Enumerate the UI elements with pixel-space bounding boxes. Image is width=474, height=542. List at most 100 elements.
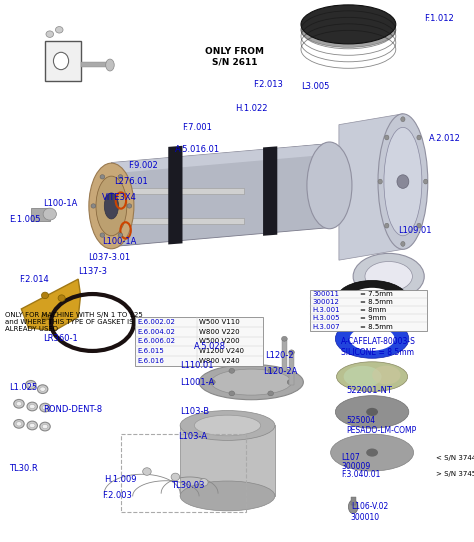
Text: L100-1A: L100-1A — [43, 199, 77, 208]
Text: E.6.016: E.6.016 — [137, 358, 164, 364]
Ellipse shape — [336, 281, 409, 321]
Ellipse shape — [40, 403, 50, 412]
Ellipse shape — [42, 424, 48, 429]
Ellipse shape — [16, 422, 22, 426]
Ellipse shape — [180, 481, 275, 511]
Text: 525004
PESADO-LM-COMP: 525004 PESADO-LM-COMP — [346, 416, 416, 435]
Ellipse shape — [194, 415, 261, 436]
Text: H.1.009: H.1.009 — [104, 475, 137, 484]
Text: L103-B: L103-B — [180, 408, 209, 416]
Text: TL30.03: TL30.03 — [171, 481, 204, 489]
Ellipse shape — [180, 411, 275, 440]
Text: F.2.013: F.2.013 — [254, 80, 283, 88]
Polygon shape — [111, 144, 329, 247]
Ellipse shape — [211, 369, 292, 395]
Ellipse shape — [42, 405, 48, 410]
Text: L1.025: L1.025 — [9, 383, 38, 392]
Ellipse shape — [171, 473, 180, 481]
Ellipse shape — [289, 350, 294, 355]
Text: F.2.003: F.2.003 — [102, 492, 132, 500]
Text: E.1.005: E.1.005 — [9, 215, 41, 224]
Ellipse shape — [282, 336, 287, 341]
Ellipse shape — [143, 468, 151, 475]
Ellipse shape — [385, 135, 389, 140]
Polygon shape — [21, 279, 81, 331]
Ellipse shape — [27, 402, 37, 411]
Text: L3.005: L3.005 — [301, 82, 329, 91]
Text: F.1.012: F.1.012 — [424, 15, 454, 23]
Ellipse shape — [37, 385, 48, 393]
Text: W1200 V240: W1200 V240 — [199, 348, 244, 354]
Text: F.3.040.01: F.3.040.01 — [341, 470, 381, 479]
Ellipse shape — [46, 31, 54, 37]
Polygon shape — [263, 146, 277, 236]
Polygon shape — [339, 114, 403, 260]
Ellipse shape — [40, 422, 50, 431]
Text: F.2.014: F.2.014 — [19, 275, 49, 283]
Text: L110.01: L110.01 — [180, 362, 214, 370]
Ellipse shape — [378, 179, 382, 184]
Text: ONLY FOR MACHINE WITH S/N 1 TO 125
and WHERE THIS TYPE OF GASKET IS
ALREADY USED: ONLY FOR MACHINE WITH S/N 1 TO 125 and W… — [5, 313, 143, 332]
Ellipse shape — [14, 399, 24, 408]
Ellipse shape — [100, 175, 105, 179]
Text: W800 V220: W800 V220 — [199, 328, 240, 335]
Ellipse shape — [417, 135, 421, 140]
Text: ONLY FROM
S/N 2611: ONLY FROM S/N 2611 — [205, 47, 264, 67]
Text: H.3.007: H.3.007 — [313, 324, 340, 330]
Ellipse shape — [100, 233, 105, 237]
Text: VITE3X4: VITE3X4 — [102, 193, 137, 202]
Ellipse shape — [348, 500, 358, 514]
Text: L276.01: L276.01 — [114, 177, 147, 186]
Text: L107: L107 — [341, 454, 360, 462]
Text: H.3.005: H.3.005 — [313, 315, 340, 321]
Ellipse shape — [337, 362, 408, 391]
Ellipse shape — [268, 391, 273, 396]
Text: < S/N 3744: < S/N 3744 — [436, 455, 474, 461]
Text: L1001-A: L1001-A — [180, 378, 214, 386]
Ellipse shape — [366, 408, 378, 416]
Ellipse shape — [29, 404, 35, 409]
Text: L109.01: L109.01 — [398, 226, 432, 235]
Text: A.5.016.01: A.5.016.01 — [175, 145, 220, 153]
Bar — [135, 317, 263, 366]
Ellipse shape — [42, 314, 49, 320]
Ellipse shape — [350, 327, 394, 351]
Ellipse shape — [378, 114, 428, 249]
Ellipse shape — [42, 292, 49, 299]
Text: E.6.015: E.6.015 — [137, 348, 164, 354]
Text: W500 V110: W500 V110 — [199, 319, 240, 325]
Text: F.9.002: F.9.002 — [128, 161, 158, 170]
Text: = 7.5mm: = 7.5mm — [360, 291, 393, 297]
Bar — [289, 352, 294, 385]
Bar — [111, 188, 244, 194]
Text: H.3.001: H.3.001 — [313, 307, 340, 313]
Ellipse shape — [89, 163, 134, 249]
Bar — [351, 497, 356, 505]
Text: ROND-DENT-8: ROND-DENT-8 — [43, 405, 102, 414]
Ellipse shape — [344, 366, 382, 388]
Ellipse shape — [16, 402, 22, 406]
Ellipse shape — [127, 204, 132, 208]
Text: W800 V240: W800 V240 — [199, 358, 240, 364]
Ellipse shape — [417, 223, 421, 228]
Bar — [81, 62, 109, 67]
Ellipse shape — [372, 365, 401, 385]
Text: 300009: 300009 — [341, 462, 371, 470]
Text: H.1.022: H.1.022 — [235, 104, 267, 113]
Polygon shape — [111, 144, 329, 247]
Text: = 8mm: = 8mm — [360, 307, 386, 313]
Ellipse shape — [210, 380, 215, 385]
Ellipse shape — [91, 204, 96, 208]
Text: L120-2A: L120-2A — [263, 367, 298, 376]
Ellipse shape — [353, 254, 424, 300]
Text: 300011: 300011 — [313, 291, 340, 297]
Polygon shape — [111, 144, 329, 173]
Text: L037-3.01: L037-3.01 — [88, 253, 130, 262]
Text: E.6.004.02: E.6.004.02 — [137, 328, 175, 335]
Text: E.6.006.02: E.6.006.02 — [137, 338, 175, 345]
Ellipse shape — [301, 5, 396, 44]
Ellipse shape — [104, 193, 118, 219]
Ellipse shape — [331, 434, 413, 471]
Ellipse shape — [401, 241, 405, 246]
Text: E.6.002.02: E.6.002.02 — [137, 319, 175, 325]
